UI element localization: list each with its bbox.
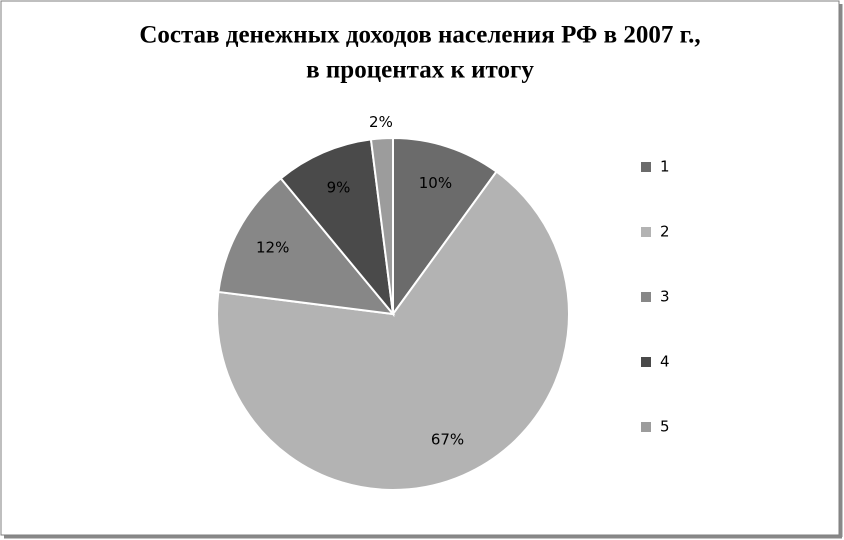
legend-swatch — [641, 357, 651, 367]
legend: 1 2 3 4 5 — [641, 158, 670, 436]
data-label: 2% — [369, 113, 393, 131]
data-label: 12% — [256, 238, 289, 256]
data-label: 9% — [327, 179, 351, 197]
chart-title: в процентах к итогу — [306, 57, 534, 84]
legend-swatch — [641, 227, 651, 237]
legend-label: 2 — [660, 223, 670, 241]
legend-label: 5 — [660, 418, 670, 436]
legend-swatch — [641, 422, 651, 432]
pie-slice — [216, 170, 570, 491]
data-label: 67% — [431, 430, 464, 448]
pie-slice — [279, 138, 395, 318]
pie-slice — [217, 176, 396, 316]
pie-slice — [392, 136, 498, 318]
pie: 10% 67% 12% 9% 2% — [216, 113, 570, 491]
legend-label: 3 — [660, 288, 670, 306]
legend-swatch — [641, 292, 651, 302]
data-label: 10% — [419, 174, 452, 192]
chart-title: Состав денежных доходов населения РФ в 2… — [139, 22, 700, 49]
legend-swatch — [641, 162, 651, 172]
pie-slice — [369, 136, 394, 315]
legend-label: 4 — [660, 353, 670, 371]
legend-label: 1 — [660, 158, 670, 176]
